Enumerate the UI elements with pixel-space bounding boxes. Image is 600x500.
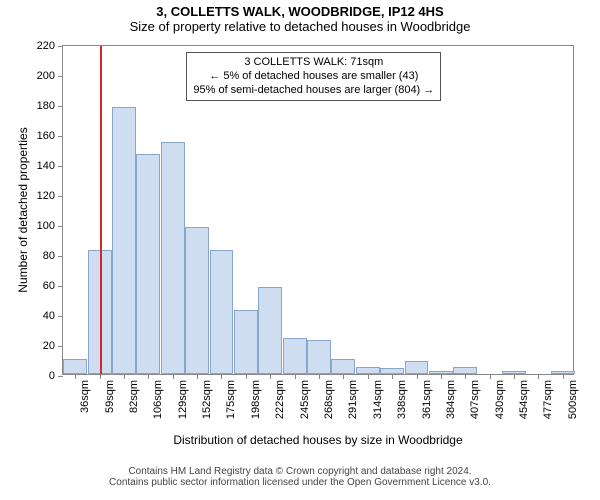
y-tick xyxy=(58,76,63,77)
y-tick xyxy=(58,106,63,107)
x-tick xyxy=(100,374,101,379)
y-tick xyxy=(58,46,63,47)
y-tick xyxy=(58,226,63,227)
x-tick xyxy=(343,374,344,379)
x-tick xyxy=(221,374,222,379)
y-tick-label: 0 xyxy=(49,370,55,382)
x-tick-label: 338sqm xyxy=(396,380,408,419)
x-tick-label: 384sqm xyxy=(445,380,457,419)
histogram-bar xyxy=(210,250,234,375)
x-tick xyxy=(124,374,125,379)
x-tick xyxy=(173,374,174,379)
y-tick xyxy=(58,166,63,167)
x-tick xyxy=(441,374,442,379)
histogram-bar xyxy=(234,310,258,375)
y-tick xyxy=(58,136,63,137)
y-tick-label: 60 xyxy=(43,280,55,292)
x-tick xyxy=(319,374,320,379)
annotation-line: ← 5% of detached houses are smaller (43) xyxy=(193,70,434,84)
y-tick xyxy=(58,316,63,317)
reference-line xyxy=(100,46,102,374)
x-tick xyxy=(538,374,539,379)
x-tick-label: 268sqm xyxy=(323,380,335,419)
x-tick xyxy=(246,374,247,379)
page-subtitle: Size of property relative to detached ho… xyxy=(0,19,600,34)
x-tick-label: 314sqm xyxy=(372,380,384,419)
y-tick-label: 140 xyxy=(37,160,55,172)
y-tick-label: 220 xyxy=(37,40,55,52)
x-tick-label: 222sqm xyxy=(274,380,286,419)
y-tick-label: 100 xyxy=(37,220,55,232)
x-tick-label: 59sqm xyxy=(104,380,116,413)
x-tick xyxy=(148,374,149,379)
x-tick-label: 152sqm xyxy=(201,380,213,419)
x-tick-label: 430sqm xyxy=(494,380,506,419)
x-tick xyxy=(197,374,198,379)
x-tick xyxy=(465,374,466,379)
x-tick-label: 36sqm xyxy=(79,380,91,413)
footer-line: Contains public sector information licen… xyxy=(0,477,600,488)
x-tick xyxy=(490,374,491,379)
x-tick xyxy=(417,374,418,379)
x-tick-label: 198sqm xyxy=(250,380,262,419)
x-tick-label: 407sqm xyxy=(469,380,481,419)
histogram-bar xyxy=(112,107,136,374)
x-tick-label: 129sqm xyxy=(177,380,189,419)
y-tick xyxy=(58,376,63,377)
x-tick xyxy=(514,374,515,379)
y-tick xyxy=(58,346,63,347)
y-tick xyxy=(58,256,63,257)
y-tick-label: 160 xyxy=(37,130,55,142)
x-tick xyxy=(368,374,369,379)
x-tick-label: 500sqm xyxy=(567,380,579,419)
histogram-bar xyxy=(161,142,185,375)
x-tick-label: 361sqm xyxy=(421,380,433,419)
annotation-box: 3 COLLETTS WALK: 71sqm← 5% of detached h… xyxy=(186,52,441,101)
y-tick-label: 20 xyxy=(43,340,55,352)
y-tick-label: 180 xyxy=(37,100,55,112)
x-tick-label: 245sqm xyxy=(299,380,311,419)
histogram-bar xyxy=(258,287,282,374)
x-tick-label: 175sqm xyxy=(225,380,237,419)
histogram-bar xyxy=(307,340,331,375)
x-tick-label: 106sqm xyxy=(152,380,164,419)
x-tick xyxy=(563,374,564,379)
y-tick-label: 120 xyxy=(37,190,55,202)
histogram-bar xyxy=(283,338,307,374)
x-tick xyxy=(392,374,393,379)
footer-line: Contains HM Land Registry data © Crown c… xyxy=(0,466,600,477)
histogram-bar xyxy=(453,367,477,375)
annotation-line: 3 COLLETTS WALK: 71sqm xyxy=(193,56,434,70)
y-axis-label: Number of detached properties xyxy=(16,127,30,292)
histogram-bar xyxy=(331,359,355,374)
x-tick-label: 477sqm xyxy=(542,380,554,419)
y-tick-label: 80 xyxy=(43,250,55,262)
histogram-bar xyxy=(63,359,87,374)
histogram-bar xyxy=(136,154,160,375)
histogram-bar xyxy=(185,227,209,374)
x-tick-label: 454sqm xyxy=(518,380,530,419)
x-axis-label: Distribution of detached houses by size … xyxy=(62,433,574,447)
x-tick xyxy=(295,374,296,379)
chart-plot-area: 020406080100120140160180200220 36sqm59sq… xyxy=(62,45,574,375)
y-tick-label: 200 xyxy=(37,70,55,82)
histogram-bar xyxy=(356,367,380,375)
x-tick-label: 82sqm xyxy=(128,380,140,413)
x-tick xyxy=(270,374,271,379)
annotation-line: 95% of semi-detached houses are larger (… xyxy=(193,84,434,98)
y-tick xyxy=(58,286,63,287)
histogram-bar xyxy=(405,361,429,375)
x-tick-label: 291sqm xyxy=(347,380,359,419)
y-tick-label: 40 xyxy=(43,310,55,322)
page-title: 3, COLLETTS WALK, WOODBRIDGE, IP12 4HS xyxy=(0,0,600,19)
y-tick xyxy=(58,196,63,197)
x-tick xyxy=(75,374,76,379)
footer: Contains HM Land Registry data © Crown c… xyxy=(0,466,600,488)
